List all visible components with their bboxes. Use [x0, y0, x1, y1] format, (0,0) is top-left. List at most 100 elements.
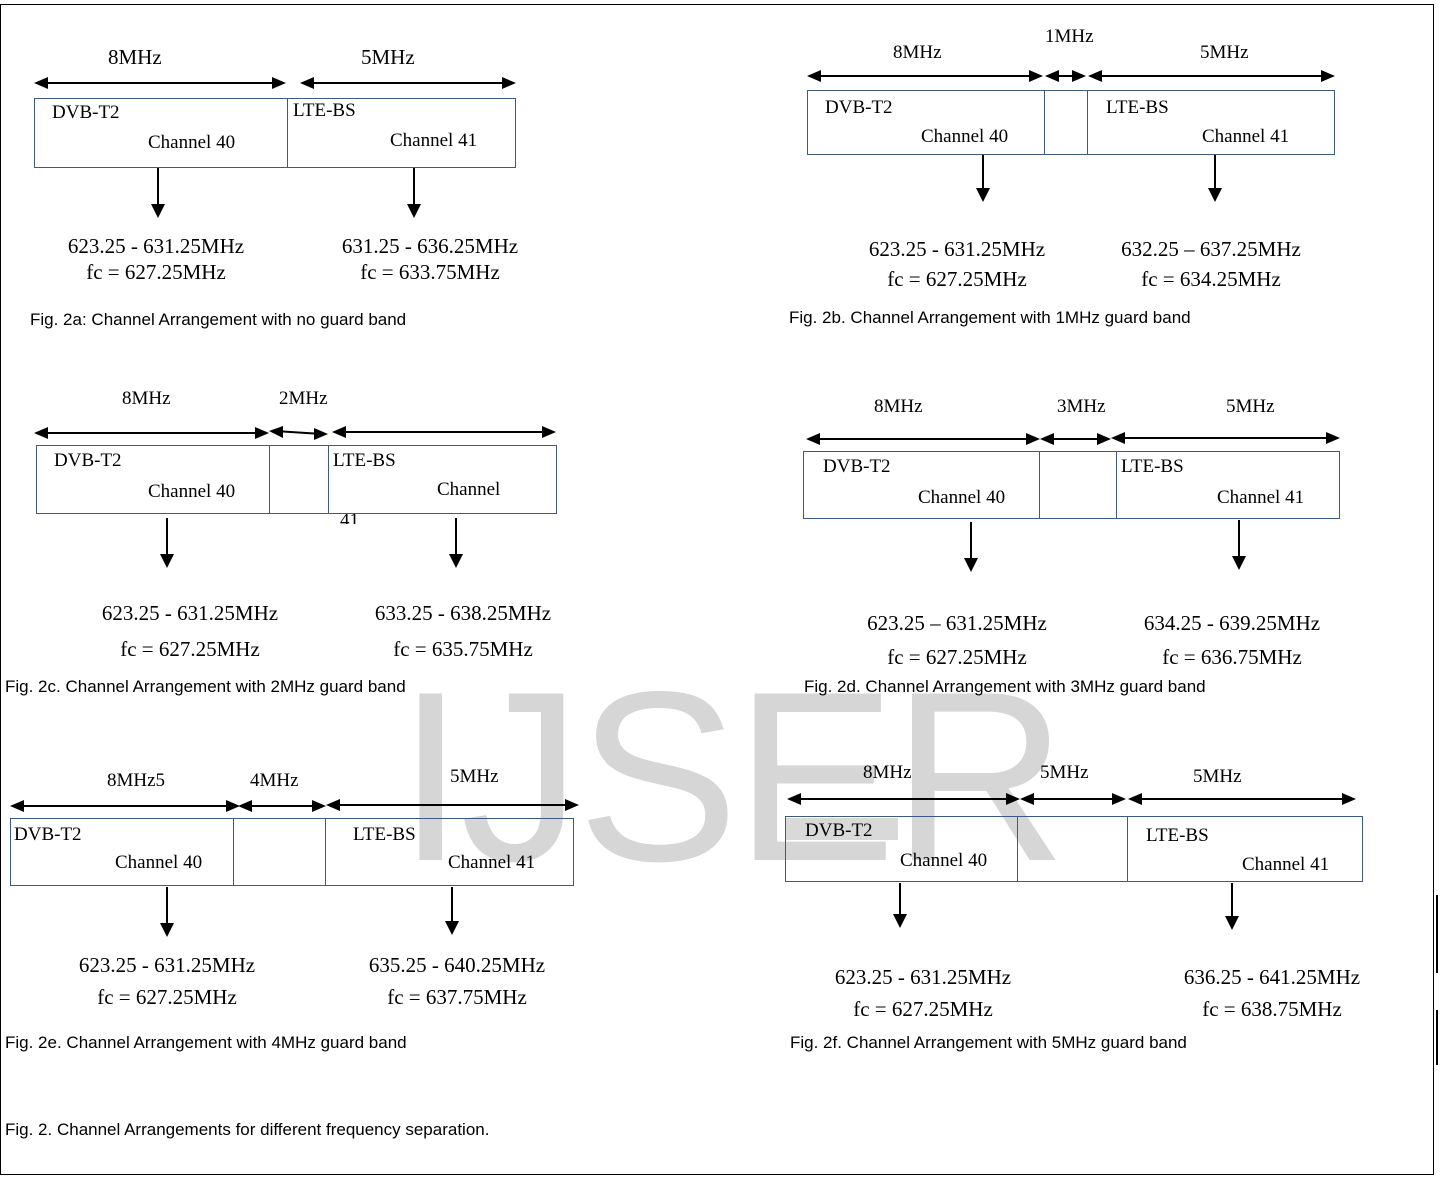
dvb-center-frequency: fc = 627.25MHz [853, 997, 993, 1021]
dvb-label: DVB-T2 [805, 820, 873, 841]
bandwidth-label-guard: 2MHz [279, 388, 328, 409]
dvb-label: DVB-T2 [14, 824, 82, 845]
dvb-center-frequency: fc = 627.25MHz [86, 260, 226, 284]
bandwidth-label-dvb: 8MHz [863, 762, 912, 783]
lte-channel-box [1087, 90, 1335, 155]
bandwidth-label-lte: 5MHz [361, 45, 415, 69]
bandwidth-label-lte: 5MHz [450, 766, 499, 787]
lte-channel-label: Channel 41 [1202, 126, 1290, 147]
lte-label: LTE-BS [1146, 825, 1209, 846]
dvb-channel-label: Channel 40 [148, 132, 236, 153]
dvb-frequency-info: 623.25 - 631.25MHz fc = 627.25MHz [36, 233, 276, 285]
lte-channel-overflow: 41 [340, 514, 359, 524]
dvb-frequency-range: 623.25 - 631.25MHz [101, 601, 279, 625]
dvb-frequency-info: 623.25 - 631.25MHz fc = 627.25MHz [47, 952, 287, 1010]
bandwidth-label-dvb: 8MHz [122, 388, 171, 409]
panel-2b-arrows [807, 70, 1335, 202]
bandwidth-label-lte: 5MHz [1200, 42, 1249, 63]
lte-frequency-range: 633.25 - 638.25MHz [374, 601, 552, 625]
figure-caption: Fig. 2. Channel Arrangements for differe… [5, 1120, 490, 1139]
dvb-label: DVB-T2 [823, 456, 891, 477]
dvb-center-frequency: fc = 627.25MHz [120, 637, 260, 661]
bandwidth-label-dvb: 8MHz5 [107, 770, 166, 791]
bandwidth-label-guard: 3MHz [1057, 396, 1106, 417]
bandwidth-label-guard: 5MHz [1040, 762, 1089, 783]
edge-tick-lower [1436, 1010, 1438, 1065]
panel-2a-arrows [34, 77, 516, 218]
dvb-label: DVB-T2 [52, 102, 120, 123]
lte-frequency-range: 631.25 - 636.25MHz [341, 234, 519, 258]
dvb-frequency-info: 623.25 - 631.25MHz fc = 627.25MHz [70, 600, 310, 662]
lte-frequency-range: 632.25 – 637.25MHz [1121, 237, 1301, 261]
bandwidth-label-lte: 5MHz [1226, 396, 1275, 417]
dvb-channel-label: Channel 40 [115, 852, 203, 873]
lte-channel-box [325, 818, 574, 886]
dvb-channel-label: Channel 40 [921, 126, 1009, 147]
dvb-channel-label: Channel 40 [900, 850, 988, 871]
dvb-frequency-range: 623.25 - 631.25MHz [78, 953, 256, 977]
dvb-center-frequency: fc = 627.25MHz [887, 267, 1027, 291]
dvb-center-frequency: fc = 627.25MHz [97, 985, 237, 1009]
lte-channel-label: Channel 41 [448, 852, 536, 873]
dvb-label: DVB-T2 [825, 97, 893, 118]
bandwidth-label-guard: 1MHz [1045, 26, 1094, 47]
lte-label: LTE-BS [333, 450, 396, 471]
dvb-frequency-info: 623.25 - 631.25MHz fc = 627.25MHz [803, 964, 1043, 1022]
panel-caption: Fig. 2a: Channel Arrangement with no gua… [30, 310, 407, 329]
lte-frequency-range: 634.25 - 639.25MHz [1143, 611, 1321, 635]
watermark: IJSER [397, 642, 1067, 912]
lte-channel-label: Channel 41 [1217, 487, 1305, 508]
dvb-frequency-range: 623.25 – 631.25MHz [867, 611, 1047, 635]
bandwidth-label-dvb: 8MHz [874, 396, 923, 417]
lte-center-frequency: fc = 637.75MHz [387, 985, 527, 1009]
lte-center-frequency: fc = 638.75MHz [1202, 997, 1342, 1021]
bandwidth-label-lte: 5MHz [1193, 766, 1242, 787]
lte-channel-box [1116, 451, 1340, 519]
lte-label: LTE-BS [1106, 97, 1169, 118]
panel-caption: Fig. 2d. Channel Arrangement with 3MHz g… [804, 677, 1206, 696]
dvb-frequency-range: 623.25 - 631.25MHz [834, 965, 1012, 989]
panel-2e-arrows [10, 799, 579, 937]
dvb-label: DVB-T2 [54, 450, 122, 471]
lte-center-frequency: fc = 634.25MHz [1141, 267, 1281, 291]
lte-frequency-info: 632.25 – 637.25MHz fc = 634.25MHz [1090, 236, 1332, 292]
panel-caption: Fig. 2e. Channel Arrangement with 4MHz g… [5, 1033, 407, 1052]
panel-caption: Fig. 2b. Channel Arrangement with 1MHz g… [789, 308, 1191, 327]
lte-frequency-range: 636.25 - 641.25MHz [1183, 965, 1361, 989]
lte-label: LTE-BS [293, 100, 356, 121]
panel-2d-arrows [806, 432, 1340, 572]
dvb-frequency-info: 623.25 – 631.25MHz fc = 627.25MHz [836, 610, 1078, 670]
lte-label: LTE-BS [1121, 456, 1184, 477]
dvb-frequency-info: 623.25 - 631.25MHz fc = 627.25MHz [836, 236, 1078, 292]
lte-channel-label: Channel [437, 479, 501, 500]
panel-2c-arrows [34, 426, 556, 568]
lte-frequency-range: 635.25 - 640.25MHz [368, 953, 546, 977]
lte-center-frequency: fc = 633.75MHz [360, 260, 500, 284]
panel-caption: Fig. 2c. Channel Arrangement with 2MHz g… [5, 677, 406, 696]
lte-frequency-info: 631.25 - 636.25MHz fc = 633.75MHz [310, 233, 550, 285]
lte-frequency-info: 635.25 - 640.25MHz fc = 637.75MHz [337, 952, 577, 1010]
lte-frequency-info: 634.25 - 639.25MHz fc = 636.75MHz [1112, 610, 1352, 670]
dvb-frequency-range: 623.25 - 631.25MHz [868, 237, 1046, 261]
bandwidth-label-dvb: 8MHz [893, 42, 942, 63]
dvb-channel-label: Channel 40 [148, 481, 236, 502]
lte-channel-box [1127, 816, 1363, 882]
bandwidth-label-guard: 4MHz [250, 770, 299, 791]
lte-channel-label: Channel 41 [1242, 854, 1330, 875]
dvb-center-frequency: fc = 627.25MHz [887, 645, 1027, 669]
edge-tick-upper [1436, 895, 1438, 973]
lte-channel-label: Channel 41 [390, 130, 478, 151]
lte-frequency-info: 636.25 - 641.25MHz fc = 638.75MHz [1152, 964, 1392, 1022]
lte-channel-box [287, 98, 516, 168]
lte-channel-overflow-clip: 41 [340, 514, 370, 524]
lte-label: LTE-BS [353, 824, 416, 845]
dvb-frequency-range: 623.25 - 631.25MHz [67, 234, 245, 258]
lte-frequency-info: 633.25 - 638.25MHz fc = 635.75MHz [343, 600, 583, 662]
lte-center-frequency: fc = 635.75MHz [393, 637, 533, 661]
page-frame [0, 4, 1434, 1175]
panel-2f-arrows [787, 793, 1356, 930]
dvb-label-highlight [786, 818, 898, 840]
panel-caption: Fig. 2f. Channel Arrangement with 5MHz g… [790, 1033, 1187, 1052]
